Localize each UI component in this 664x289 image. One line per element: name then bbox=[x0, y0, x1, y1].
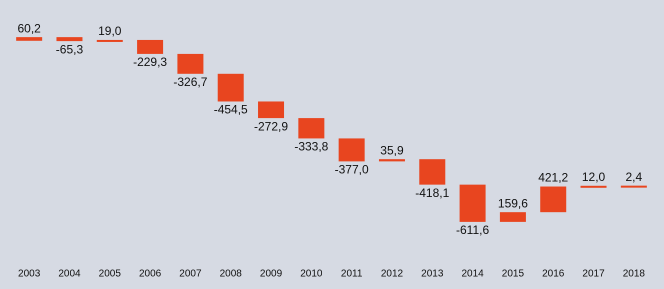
x-tick-label: 2015 bbox=[502, 269, 525, 280]
x-tick-label: 2007 bbox=[179, 269, 202, 280]
value-label: 2,4 bbox=[626, 170, 643, 184]
bar bbox=[177, 53, 204, 74]
bar bbox=[217, 73, 244, 102]
value-label: -65,3 bbox=[56, 42, 84, 56]
bar bbox=[137, 39, 164, 54]
x-tick-label: 2018 bbox=[623, 269, 646, 280]
value-label: -454,5 bbox=[214, 103, 248, 117]
x-tick-label: 2017 bbox=[582, 269, 605, 280]
x-tick-label: 2013 bbox=[421, 269, 444, 280]
value-label: 60,2 bbox=[17, 21, 41, 35]
value-label: -326,7 bbox=[173, 75, 207, 89]
x-tick-label: 2016 bbox=[542, 269, 565, 280]
bar bbox=[258, 101, 285, 119]
value-label: 421,2 bbox=[538, 171, 568, 185]
value-label: -272,9 bbox=[254, 119, 288, 133]
x-tick-label: 2003 bbox=[18, 269, 41, 280]
bar bbox=[580, 185, 607, 188]
value-label: 159,6 bbox=[498, 196, 528, 210]
bar bbox=[540, 186, 567, 213]
value-label: 35,9 bbox=[380, 143, 404, 157]
bar bbox=[499, 212, 526, 222]
value-label: -418,1 bbox=[415, 186, 449, 200]
bar bbox=[378, 159, 405, 162]
bar bbox=[56, 37, 83, 42]
x-tick-label: 2004 bbox=[58, 269, 81, 280]
value-label: -333,8 bbox=[294, 140, 328, 154]
x-tick-label: 2006 bbox=[139, 269, 162, 280]
value-label: -229,3 bbox=[133, 55, 167, 69]
x-tick-label: 2010 bbox=[300, 269, 323, 280]
x-tick-label: 2014 bbox=[461, 269, 484, 280]
value-label: 19,0 bbox=[98, 24, 122, 38]
value-label: -377,0 bbox=[335, 163, 369, 177]
x-tick-label: 2011 bbox=[341, 269, 363, 280]
bar bbox=[419, 159, 446, 185]
bar bbox=[96, 39, 123, 42]
value-label: -611,6 bbox=[456, 223, 489, 237]
x-tick-label: 2005 bbox=[99, 269, 122, 280]
x-tick-label: 2012 bbox=[381, 269, 404, 280]
bar bbox=[459, 184, 486, 222]
value-label: 12,0 bbox=[582, 170, 606, 184]
x-tick-label: 2008 bbox=[220, 269, 243, 280]
bar bbox=[338, 138, 365, 162]
bar bbox=[620, 185, 647, 188]
x-tick-label: 2009 bbox=[260, 269, 283, 280]
bar bbox=[298, 118, 325, 139]
bar bbox=[16, 37, 43, 41]
